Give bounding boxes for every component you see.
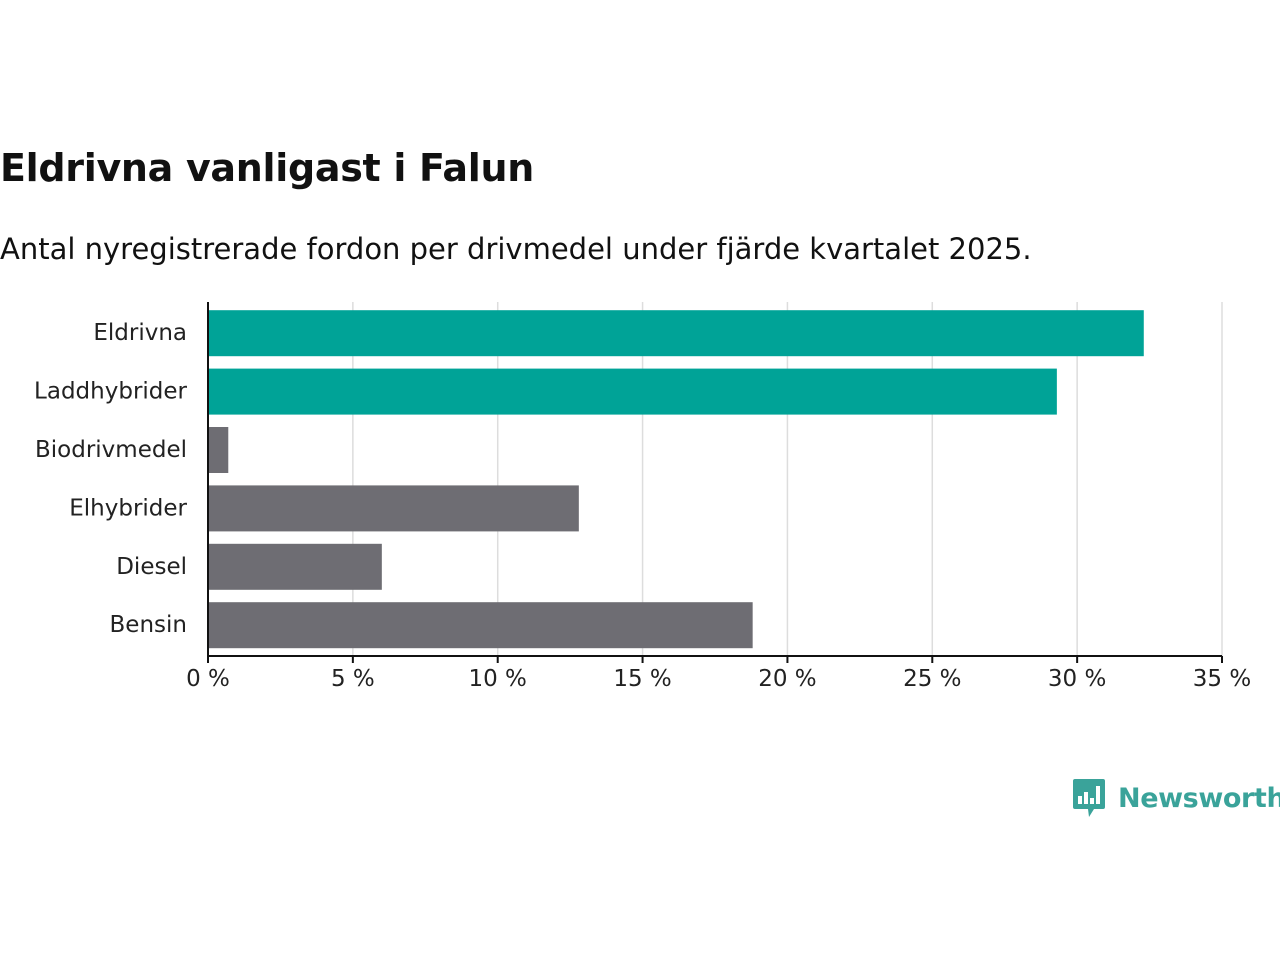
x-tick-label: 10 % [468, 666, 526, 692]
bar [208, 543, 382, 590]
bars [208, 310, 1144, 649]
x-tick-label: 0 % [186, 666, 230, 692]
x-tick-label: 20 % [758, 666, 816, 692]
category-label: Eldrivna [93, 320, 187, 346]
x-tick-label: 30 % [1048, 666, 1106, 692]
x-tick-label: 35 % [1193, 666, 1251, 692]
x-tick-label: 25 % [903, 666, 961, 692]
bar [208, 602, 753, 649]
bar [208, 485, 579, 532]
chart-subtitle: Antal nyregistrerade fordon per drivmede… [0, 232, 1032, 266]
category-label: Bensin [110, 612, 187, 638]
x-tick-label: 5 % [331, 666, 375, 692]
category-label: Elhybrider [69, 495, 187, 521]
gridlines [352, 302, 1223, 656]
bar [208, 368, 1057, 415]
category-labels: Eldrivna Laddhybrider Biodrivmedel Elhybrid… [34, 320, 187, 638]
category-label: Laddhybrider [34, 379, 187, 405]
newsworthy-logo-icon [1073, 779, 1105, 817]
category-label: Biodrivmedel [35, 437, 187, 463]
chart-title: Eldrivna vanligast i Falun [0, 146, 534, 190]
brand-name: Newsworthy [1118, 782, 1280, 814]
x-tick-label: 15 % [613, 666, 671, 692]
x-axis: 0 % 5 % 10 % 15 % 20 % 25 % 30 % 35 % [186, 302, 1251, 692]
brand-logo: Newsworthy [1072, 776, 1280, 820]
category-label: Diesel [116, 554, 187, 580]
bar [208, 310, 1144, 357]
bar [208, 427, 229, 473]
